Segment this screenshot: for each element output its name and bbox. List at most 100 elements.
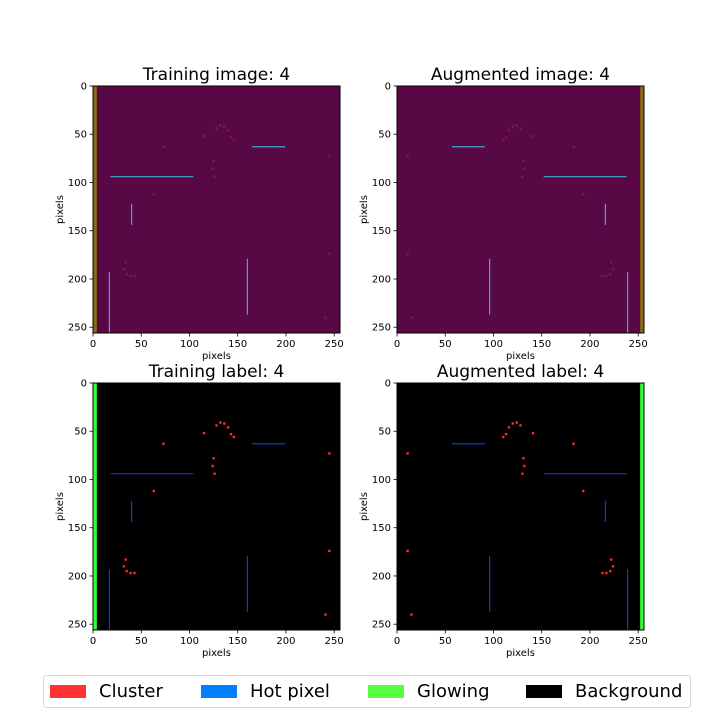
cluster-pixel (406, 155, 409, 158)
cluster-pixel (226, 426, 230, 429)
cluster-pixel (152, 489, 155, 493)
x-tick-label: 50 (439, 339, 452, 350)
x-tick-label: 250 (629, 339, 648, 350)
cluster-pixel (521, 472, 524, 475)
x-tick-label: 0 (394, 339, 400, 350)
cluster-pixel (611, 565, 615, 568)
cluster-pixel (523, 167, 526, 171)
legend-label-glowing: Glowing (417, 681, 490, 702)
x-axis-label: pixels (506, 648, 535, 659)
cluster-pixel (519, 127, 522, 130)
cluster-pixel (124, 261, 128, 264)
cluster-pixel (122, 565, 126, 568)
panel-title: Augmented label: 4 (437, 362, 604, 382)
cluster-pixel (605, 571, 608, 575)
y-tick-label: 150 (372, 226, 391, 237)
cluster-pixel (504, 135, 508, 139)
y-tick-label: 150 (68, 523, 87, 534)
y-tick-label: 100 (68, 178, 87, 189)
cluster-pixel (226, 129, 230, 132)
x-tick-label: 100 (484, 339, 503, 350)
x-tick-label: 200 (276, 636, 295, 647)
x-tick-label: 200 (580, 636, 599, 647)
cluster-pixel (511, 422, 514, 425)
cluster-pixel (129, 571, 132, 575)
cluster-pixel (133, 274, 136, 278)
image-background (397, 383, 644, 630)
image-background (93, 86, 340, 333)
y-axis-label: pixels (359, 492, 370, 521)
x-tick-label: 100 (180, 339, 199, 350)
glowing-column (640, 383, 644, 630)
y-tick-label: 50 (74, 130, 87, 141)
y-tick-label: 250 (68, 620, 87, 631)
cluster-pixel (609, 558, 613, 561)
cluster-pixel (122, 268, 126, 271)
y-axis-label: pixels (55, 492, 66, 521)
x-tick-label: 150 (532, 339, 551, 350)
axes-frame (396, 382, 645, 631)
x-tick-label: 150 (532, 636, 551, 647)
cluster-pixel (219, 124, 222, 127)
legend-item-background: Background (526, 676, 682, 707)
y-tick-label: 50 (378, 130, 391, 141)
cluster-pixel (515, 421, 518, 424)
y-tick-label: 200 (68, 274, 87, 285)
cluster-pixel (212, 160, 215, 163)
cluster-pixel (129, 274, 132, 278)
y-tick-label: 0 (81, 379, 87, 390)
image-background (93, 383, 340, 630)
legend-label-background: Background (575, 681, 683, 702)
cluster-pixel (519, 424, 522, 427)
glowing-column (93, 86, 97, 333)
cluster-pixel (501, 138, 505, 142)
cluster-pixel (523, 464, 526, 468)
cluster-pixel (611, 268, 615, 271)
x-tick-label: 200 (580, 339, 599, 350)
cluster-pixel (328, 155, 331, 158)
cluster-pixel (406, 252, 409, 256)
cluster-pixel (522, 457, 525, 460)
cluster-pixel (507, 129, 511, 132)
cluster-pixel (410, 316, 413, 319)
panel-2: 0 50 100 150 200 250050100150200250Augmented … (359, 65, 648, 362)
x-axis-label: pixels (506, 351, 535, 362)
legend-label-cluster: Cluster (99, 681, 163, 702)
y-tick-label: 100 (372, 475, 391, 486)
x-tick-label: 250 (629, 636, 648, 647)
cluster-pixel (232, 138, 236, 142)
cluster-pixel (211, 464, 214, 468)
cluster-pixel (531, 134, 535, 138)
cluster-pixel (125, 272, 128, 276)
y-tick-label: 0 (81, 82, 87, 93)
x-tick-label: 0 (90, 339, 96, 350)
y-tick-label: 200 (68, 571, 87, 582)
cluster-pixel (521, 175, 524, 178)
image-background (397, 86, 644, 333)
x-tick-label: 250 (325, 636, 344, 647)
cluster-pixel (601, 274, 604, 278)
x-tick-label: 50 (135, 339, 148, 350)
legend-swatch-cluster (50, 685, 86, 698)
cluster-pixel (582, 192, 585, 196)
cluster-pixel (328, 452, 331, 455)
cluster-pixel (515, 124, 518, 127)
y-tick-label: 200 (372, 274, 391, 285)
cluster-pixel (511, 125, 514, 128)
y-tick-label: 250 (68, 323, 87, 334)
cluster-pixel (215, 127, 218, 130)
cluster-pixel (609, 261, 613, 264)
cluster-pixel (324, 613, 327, 616)
x-tick-label: 200 (276, 339, 295, 350)
x-tick-label: 100 (484, 636, 503, 647)
y-tick-label: 100 (68, 475, 87, 486)
cluster-pixel (202, 431, 206, 435)
cluster-pixel (133, 571, 136, 575)
y-tick-label: 0 (385, 379, 391, 390)
cluster-pixel (219, 421, 222, 424)
y-axis-label: pixels (359, 195, 370, 224)
cluster-pixel (406, 549, 409, 553)
